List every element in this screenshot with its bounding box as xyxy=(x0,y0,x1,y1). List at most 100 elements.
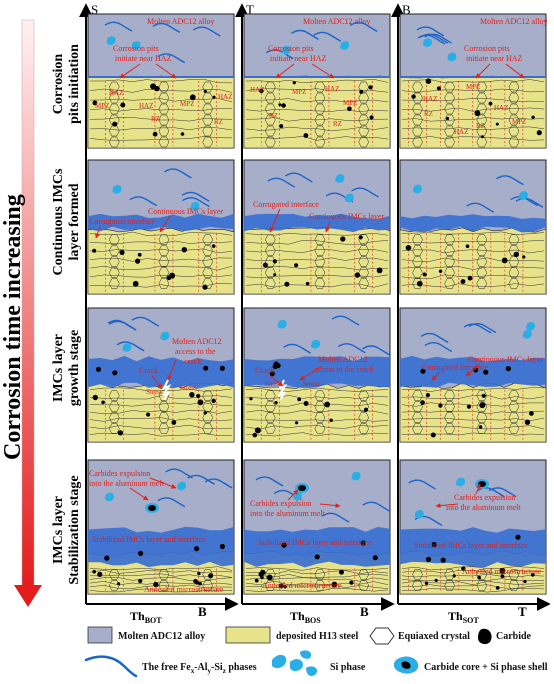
equiaxed-crystal xyxy=(109,569,120,580)
free-phase xyxy=(193,26,221,37)
free-phase xyxy=(152,22,180,33)
equiaxed-crystal xyxy=(444,136,455,148)
grain-line xyxy=(89,107,233,112)
carbide xyxy=(425,556,432,563)
carbide xyxy=(195,580,200,585)
grain-line xyxy=(245,88,389,93)
equiaxed-crystal xyxy=(476,580,488,591)
stage-1-line1: Corrosion xyxy=(51,54,66,115)
equiaxed-crystal xyxy=(476,401,488,412)
carbide xyxy=(488,101,493,106)
zone-label: HAZ xyxy=(325,85,339,93)
grain-line xyxy=(245,232,389,236)
equiaxed-crystal xyxy=(265,278,276,289)
equiaxed-crystal xyxy=(158,125,170,137)
carbide xyxy=(104,555,110,561)
imc-layer xyxy=(244,356,390,389)
equiaxed-crystal xyxy=(202,125,213,137)
grain-line xyxy=(401,136,545,141)
imc-layer xyxy=(400,527,546,568)
carbide xyxy=(529,411,534,416)
equiaxed-crystal xyxy=(508,92,520,104)
carbide xyxy=(513,251,519,258)
equiaxed-crystal xyxy=(202,245,213,256)
si-phase xyxy=(525,321,535,331)
free-phase xyxy=(182,197,210,207)
carbide xyxy=(425,78,432,84)
equiaxed-crystal xyxy=(358,136,369,148)
equiaxed-crystal xyxy=(265,390,276,401)
equiaxed-crystal xyxy=(412,136,423,148)
free-phase xyxy=(489,487,517,498)
si-phase xyxy=(344,193,354,203)
carbide xyxy=(208,573,214,579)
carbide xyxy=(137,252,142,257)
grain-line xyxy=(401,107,545,112)
r1c3-pits-line1: Corrosion pits xyxy=(464,44,510,53)
r4c3-carbides-l2: into the aluminum melt xyxy=(446,503,522,512)
carbide xyxy=(524,419,531,425)
r4c3-carbides-l1: Carbides expulsion xyxy=(454,493,516,502)
carbide xyxy=(349,580,354,585)
carbide xyxy=(522,255,526,259)
equiaxed-crystal xyxy=(109,81,120,93)
equiaxed-crystal xyxy=(508,81,520,93)
r3c3-corrugated: Corrugated interface xyxy=(422,363,488,372)
carbide xyxy=(515,534,521,540)
carbide xyxy=(368,85,373,90)
carbide xyxy=(324,401,330,408)
carbide xyxy=(499,567,506,574)
grain-line xyxy=(401,231,545,235)
zone-label: HAZ xyxy=(423,95,437,103)
zone-label: RZ xyxy=(333,120,342,128)
carbide xyxy=(272,363,278,370)
legend-carbide-core-icon xyxy=(393,656,419,674)
carbide xyxy=(531,115,535,120)
legend: Molten ADC12 alloy deposited H13 steel E… xyxy=(84,626,548,678)
equiaxed-crystal xyxy=(265,103,276,115)
equiaxed-crystal xyxy=(508,390,520,401)
r3c2-stress-1: Stress xyxy=(265,380,282,388)
equiaxed-crystal xyxy=(109,580,120,591)
grain-line xyxy=(401,566,545,571)
equiaxed-crystal xyxy=(109,390,120,401)
grain-line xyxy=(245,117,389,122)
carbide xyxy=(347,106,352,112)
free-phase xyxy=(496,175,524,186)
carbide xyxy=(434,578,438,583)
carbide xyxy=(197,399,204,406)
panel-r1-c1 xyxy=(87,13,235,149)
carbide xyxy=(203,365,209,371)
grain-line xyxy=(89,584,233,589)
equiaxed-crystal xyxy=(412,103,423,115)
equiaxed-crystal xyxy=(444,114,455,126)
zone-label: MPZ xyxy=(95,102,109,110)
grain-line xyxy=(245,570,389,575)
r1c3-molten-label: Molten ADC12 alloy xyxy=(480,17,548,26)
free-phase xyxy=(187,474,215,485)
zone-label: HAZ xyxy=(494,104,508,112)
r3c3-continuous: Continuous IMCs layer xyxy=(468,355,543,364)
imc-layer xyxy=(88,356,234,389)
r1c2-pits-line1: Corrosion pits xyxy=(268,44,314,53)
equiaxed-crystal xyxy=(314,569,326,580)
carbide xyxy=(405,245,412,251)
grain-line xyxy=(401,117,545,122)
carbide xyxy=(153,581,159,588)
carbide xyxy=(112,370,118,376)
equiaxed-crystal xyxy=(158,256,170,267)
stage-1-line2: pits initiation xyxy=(67,44,82,124)
equiaxed-crystal xyxy=(508,401,520,412)
r1c2-molten-label: Molten ADC12 alloy xyxy=(303,17,371,26)
grain-line xyxy=(402,432,545,436)
equiaxed-crystal xyxy=(265,125,276,137)
carbide xyxy=(219,365,225,371)
equiaxed-crystal xyxy=(358,390,369,401)
r1c1-molten-label: Molten ADC12 alloy xyxy=(147,17,215,26)
grain-line xyxy=(245,98,389,103)
free-phase xyxy=(129,196,157,207)
carbide xyxy=(303,133,309,138)
equiaxed-crystal xyxy=(265,245,276,256)
legend-label-si: Si phase xyxy=(330,662,366,673)
carbide xyxy=(422,272,427,277)
